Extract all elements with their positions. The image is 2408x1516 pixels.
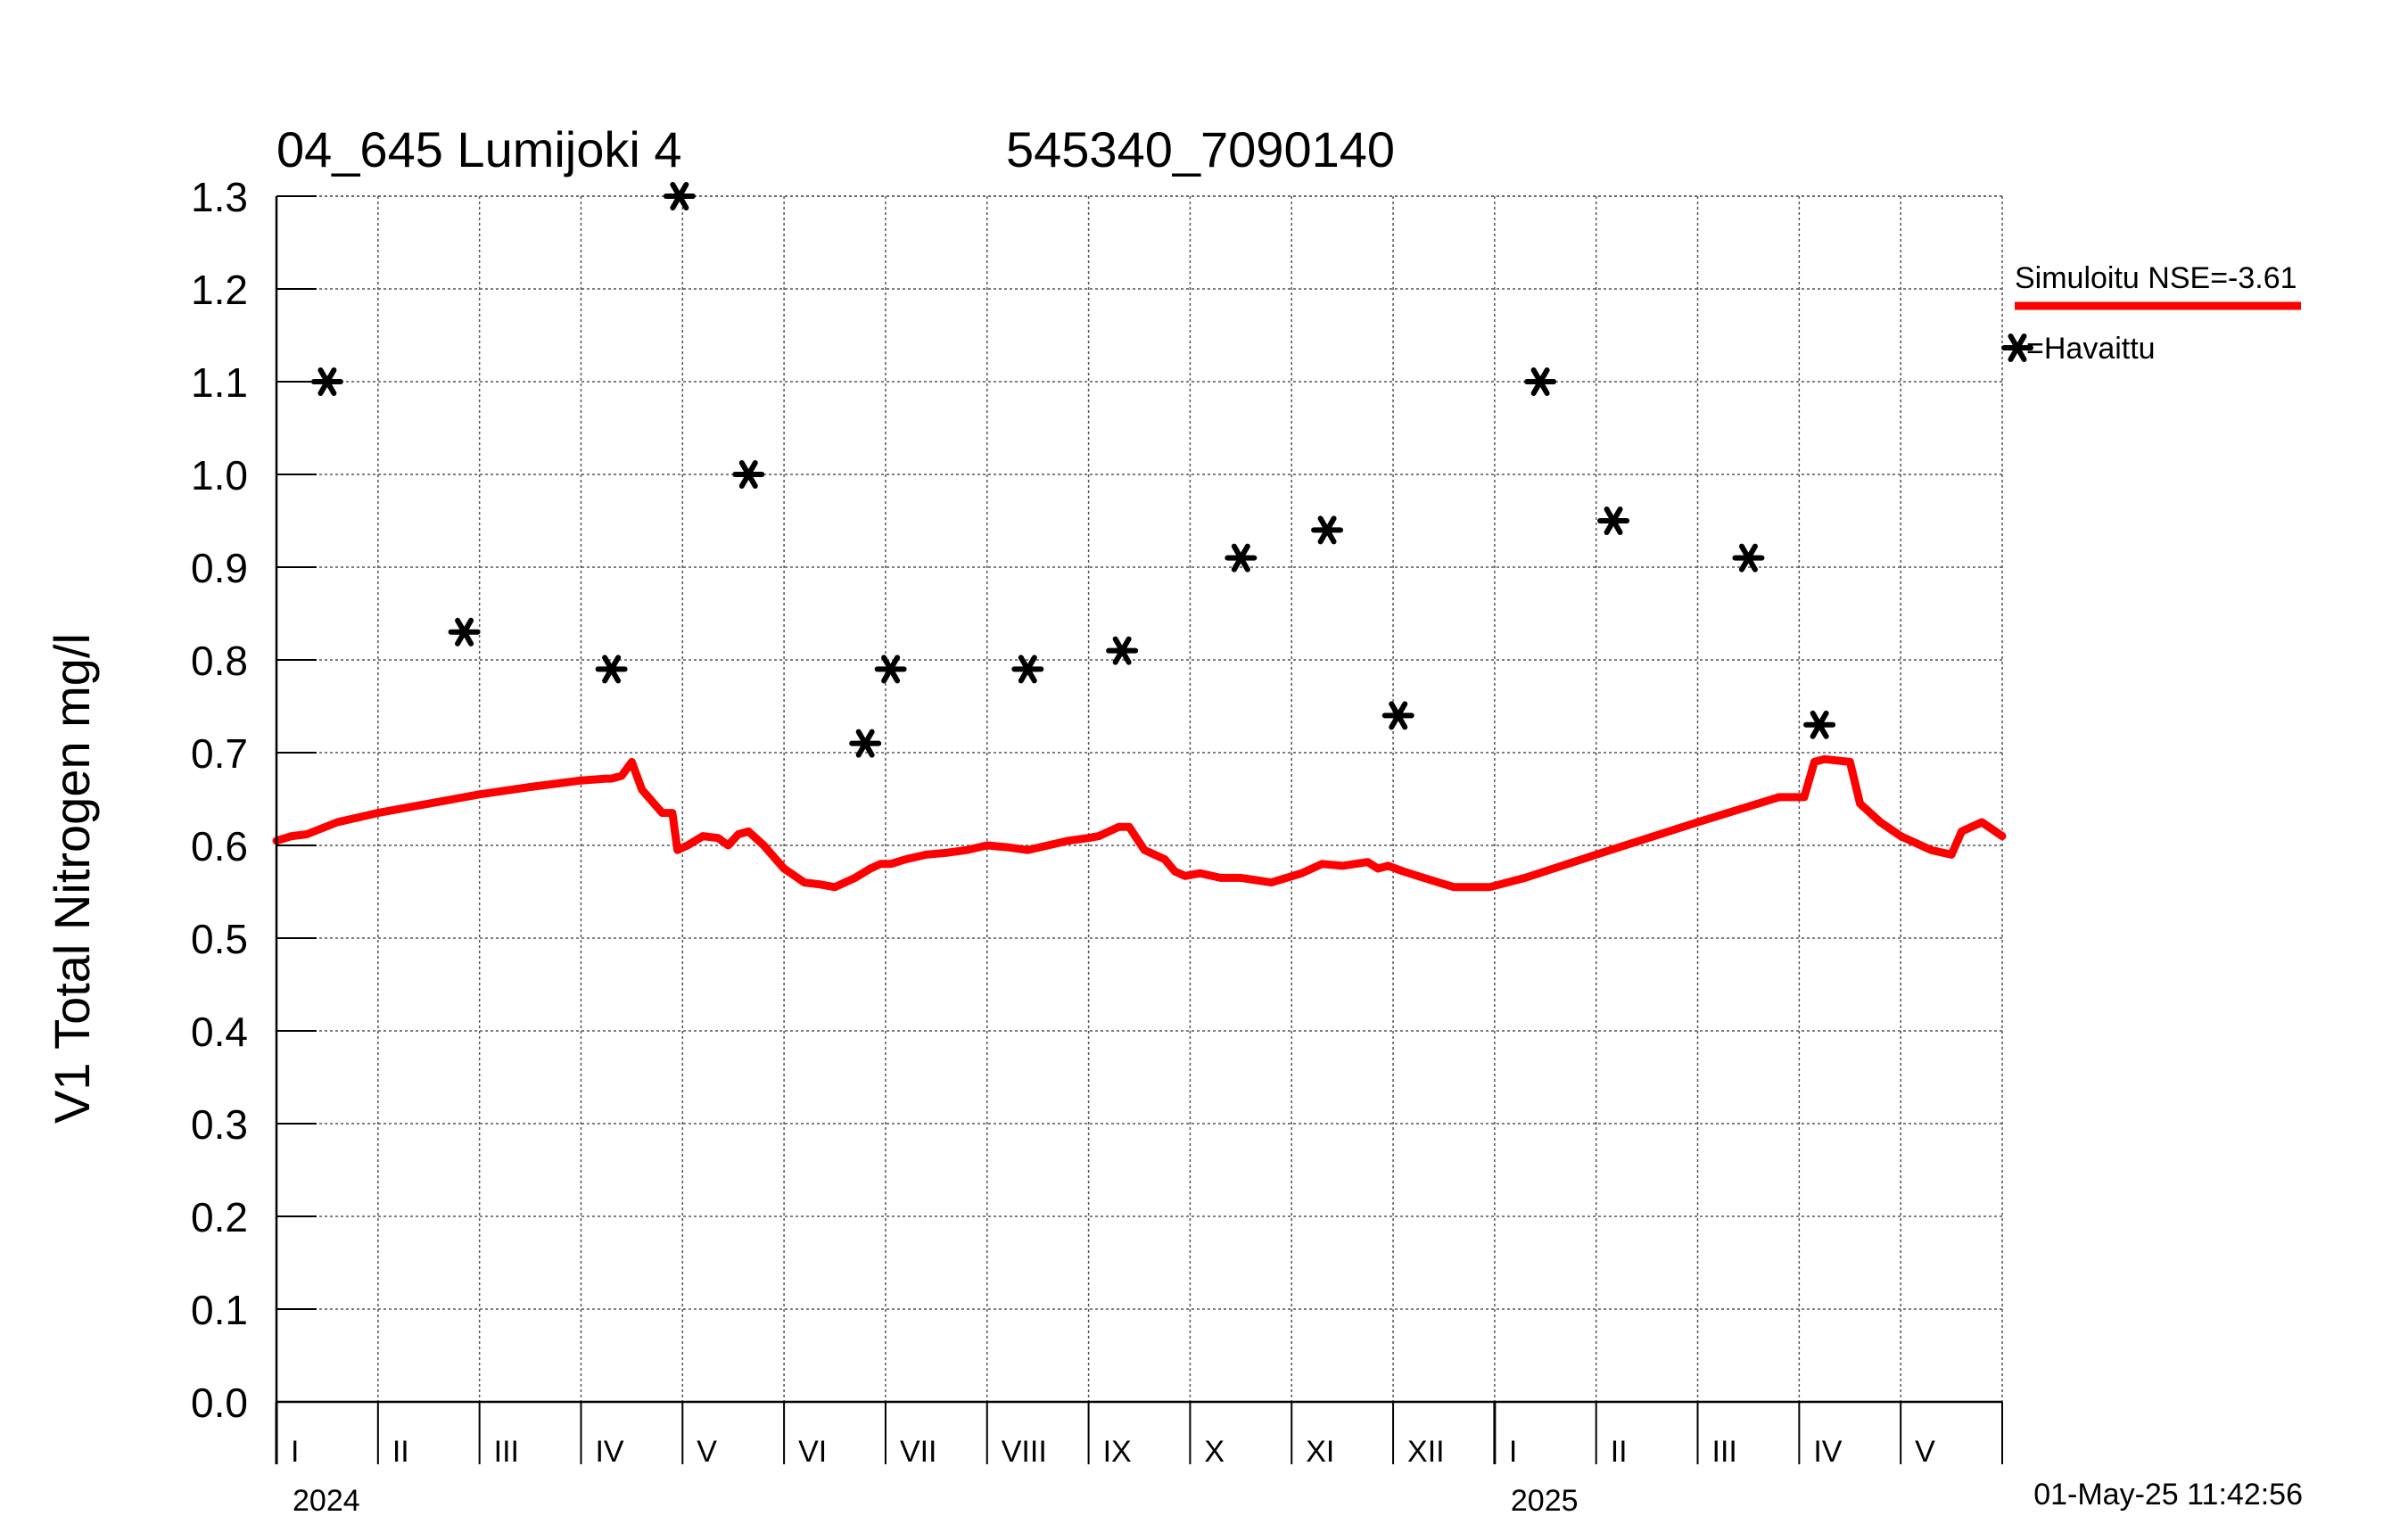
month-label: III (494, 1435, 519, 1469)
axes: 0.0 0.1 0.2 0.3 0.4 0.5 0.6 0.7 0.8 0.9 1.0 1.1 1.2 1… (191, 174, 2003, 1516)
observed-point (448, 617, 481, 647)
observed-point (595, 655, 628, 684)
month-label: V (1915, 1435, 1935, 1469)
y-axis-label: V1 Total Nitrogen mg/l (44, 633, 100, 1124)
month-label: IV (1813, 1435, 1842, 1469)
y-tick-label: 1.1 (191, 359, 248, 406)
observed-point (1381, 701, 1414, 730)
observed-point (1524, 367, 1557, 396)
legend-observed-marker (2001, 334, 2033, 362)
observed-point (1311, 515, 1344, 545)
y-tick-label: 0.7 (191, 730, 248, 777)
observed-point (849, 729, 882, 758)
year-label: 2025 (1511, 1484, 1579, 1516)
observed-point (1106, 636, 1139, 665)
y-tick-label: 0.3 (191, 1101, 248, 1148)
month-label: VII (900, 1435, 937, 1469)
month-label: X (1204, 1435, 1225, 1469)
month-label: I (1509, 1435, 1517, 1469)
year-label: 2024 (293, 1484, 360, 1516)
y-tick-label: 0.0 (191, 1380, 248, 1426)
y-tick-label: 0.9 (191, 545, 248, 591)
observed-point (1225, 543, 1258, 573)
observed-point (732, 460, 765, 489)
observed-point (874, 655, 907, 684)
month-label: II (392, 1435, 409, 1469)
month-label: IX (1103, 1435, 1132, 1469)
simulated-line (272, 754, 2007, 892)
month-label: XII (1407, 1435, 1445, 1469)
y-tick-label: 0.4 (191, 1009, 248, 1055)
month-label: IV (595, 1435, 623, 1469)
month-label: VI (798, 1435, 827, 1469)
month-label: XI (1306, 1435, 1334, 1469)
y-tick-label: 1.2 (191, 267, 248, 313)
month-label: III (1712, 1435, 1737, 1469)
y-tick-label: 0.6 (191, 823, 248, 869)
y-tick-label: 0.2 (191, 1194, 248, 1240)
simulated-series (272, 754, 2007, 892)
y-tick-label: 0.5 (191, 916, 248, 962)
month-label: II (1611, 1435, 1628, 1469)
timestamp: 01-May-25 11:42:56 (2033, 1478, 2303, 1512)
y-tick-label: 0.1 (191, 1287, 248, 1333)
observed-series (310, 182, 1836, 758)
month-label: VIII (1002, 1435, 1047, 1469)
observed-point (663, 182, 696, 210)
observed-point (310, 367, 343, 396)
chart-subtitle: 545340_7090140 (1006, 121, 1395, 177)
month-label: I (291, 1435, 299, 1469)
y-tick-label: 0.8 (191, 638, 248, 684)
y-tick-label: 1.3 (191, 174, 248, 220)
observed-point (1803, 710, 1836, 739)
legend-simulated-label: Simuloitu NSE=-3.61 (2015, 261, 2297, 295)
legend-observed-label: =Havaittu (2026, 332, 2156, 366)
month-label: V (697, 1435, 717, 1469)
chart-title: 04_645 Lumijoki 4 (276, 121, 682, 177)
observed-point (1011, 655, 1044, 684)
y-tick-label: 1.0 (191, 452, 248, 498)
observed-point (1732, 543, 1765, 573)
legend-asterisk (2001, 334, 2033, 362)
legend: Simuloitu NSE=-3.61 =Havaittu (2001, 261, 2301, 366)
observed-point (1597, 507, 1630, 535)
